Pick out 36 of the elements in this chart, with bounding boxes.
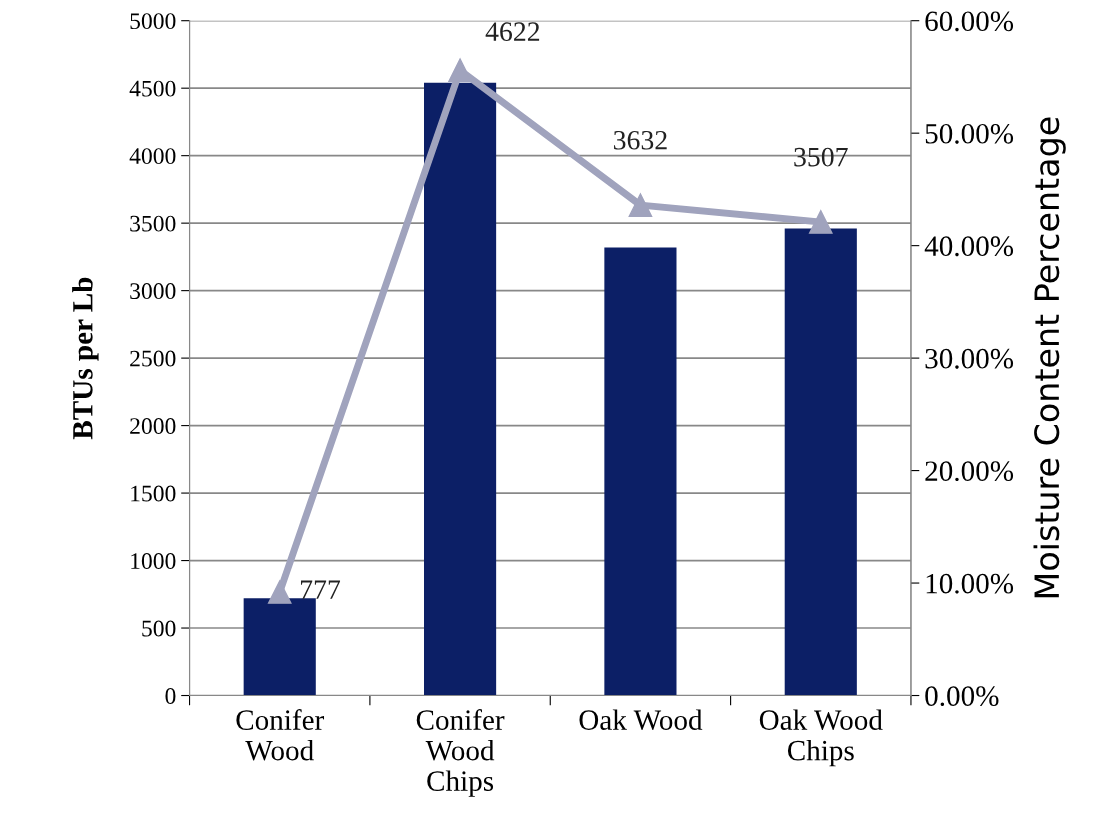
x-tick-label: Oak Wood Chips [759, 709, 883, 767]
bar [604, 247, 677, 696]
y-tick-label: 1500 [131, 485, 176, 502]
x-tick-label: Oak Wood [579, 709, 703, 731]
annotation: 3632 [613, 130, 667, 150]
y2-tick-label: 50.00% [925, 123, 1014, 144]
point [808, 210, 833, 234]
y2-axis-title: Moisture Content Percentage [1033, 117, 1066, 598]
y2-tick-label: 0.00% [925, 686, 999, 707]
x-tick-label: Conifer Wood Chips [416, 709, 505, 797]
y-tick-label: 500 [142, 620, 176, 637]
y2-tick-label: 20.00% [925, 461, 1014, 482]
point [448, 58, 472, 82]
bar [243, 598, 316, 696]
y2-tick-label: 30.00% [925, 348, 1014, 369]
y-tick-label: 3000 [130, 283, 176, 300]
y2-tick-label: 10.00% [926, 573, 1014, 594]
y-tick-label: 2000 [130, 418, 176, 435]
point [267, 580, 292, 604]
y-tick-label: 1000 [131, 553, 176, 569]
bar [424, 82, 497, 696]
y-tick-label: 4000 [129, 148, 176, 165]
y-tick-label: 0 [165, 688, 176, 704]
annotation: 3507 [794, 147, 848, 167]
y-axis-title: BTUs per Lb [72, 277, 99, 440]
y-tick-label: 2500 [130, 350, 176, 367]
annotation: 777 [301, 580, 341, 599]
point [628, 193, 653, 217]
x-tick-label: Conifer Wood [236, 709, 325, 761]
bar [784, 228, 857, 696]
y2-tick-label: 60.00% [925, 11, 1014, 32]
y-tick-label: 5000 [130, 13, 176, 30]
y2-tick-label: 40.00% [924, 236, 1014, 257]
y-tick-label: 3500 [130, 215, 176, 232]
annotation: 4622 [485, 22, 540, 42]
y-tick-label: 4500 [129, 80, 176, 97]
